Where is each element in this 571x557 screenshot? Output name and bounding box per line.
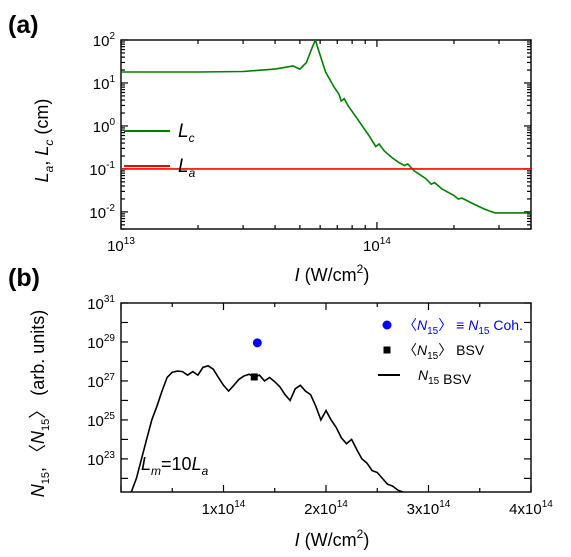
x-tick-label: 4x1014 <box>509 499 553 518</box>
y-tick-label: 102 <box>93 31 116 50</box>
legend-label: N15 BSV <box>418 367 472 387</box>
x-tick-label: 1013 <box>107 236 135 255</box>
plot-frame <box>120 39 532 230</box>
y-axis-label: La, Lc (cm) <box>32 99 56 183</box>
legend-label: 〈N15〉 ≡ N15 Coh. <box>403 317 523 337</box>
y-tick-label: 1025 <box>87 411 115 430</box>
x-axis-label: I (W/cm2) <box>295 527 370 550</box>
y-tick-label: 101 <box>93 74 116 93</box>
x-tick-label: 2x1014 <box>304 499 348 518</box>
legend-label: 〈N15〉 BSV <box>403 342 485 362</box>
y-tick-label: 1031 <box>87 294 115 313</box>
y-tick-label: 10-2 <box>89 203 115 222</box>
x-tick-label: 1014 <box>363 236 391 255</box>
panel-label: (a) <box>8 11 39 39</box>
y-axis-label: N15, 〈N15〉 (arb. units) <box>28 310 52 498</box>
panel-label: (b) <box>8 264 40 292</box>
legend-swatch <box>382 320 392 330</box>
x-tick-label: 1x1014 <box>202 499 246 518</box>
y-tick-label: 1023 <box>87 450 115 469</box>
y-tick-label: 10-1 <box>89 160 115 179</box>
panel-b: (b) 1x1014 2x1014 3x1014 4x1014 1031 1029 1027 1… <box>8 264 553 550</box>
y-tick-label: 100 <box>93 117 116 136</box>
x-axis-label: I (W/cm2) <box>295 262 370 285</box>
series-line-0 <box>121 40 531 214</box>
y-tick-label: 1029 <box>87 333 115 352</box>
legend-swatch <box>383 346 391 354</box>
data-point-coherent <box>252 338 262 348</box>
legend-label: La <box>178 156 196 180</box>
legend-label: Lc <box>178 121 195 145</box>
series-line-2 <box>130 364 404 492</box>
annotation-lm: Lm=10La <box>141 454 209 478</box>
panel-a: (a) 1013 1014 102 101 100 10-1 10-2 I (W/cm2) La,… <box>8 11 532 285</box>
y-tick-label: 1027 <box>87 372 115 391</box>
x-tick-label: 3x1014 <box>407 499 451 518</box>
